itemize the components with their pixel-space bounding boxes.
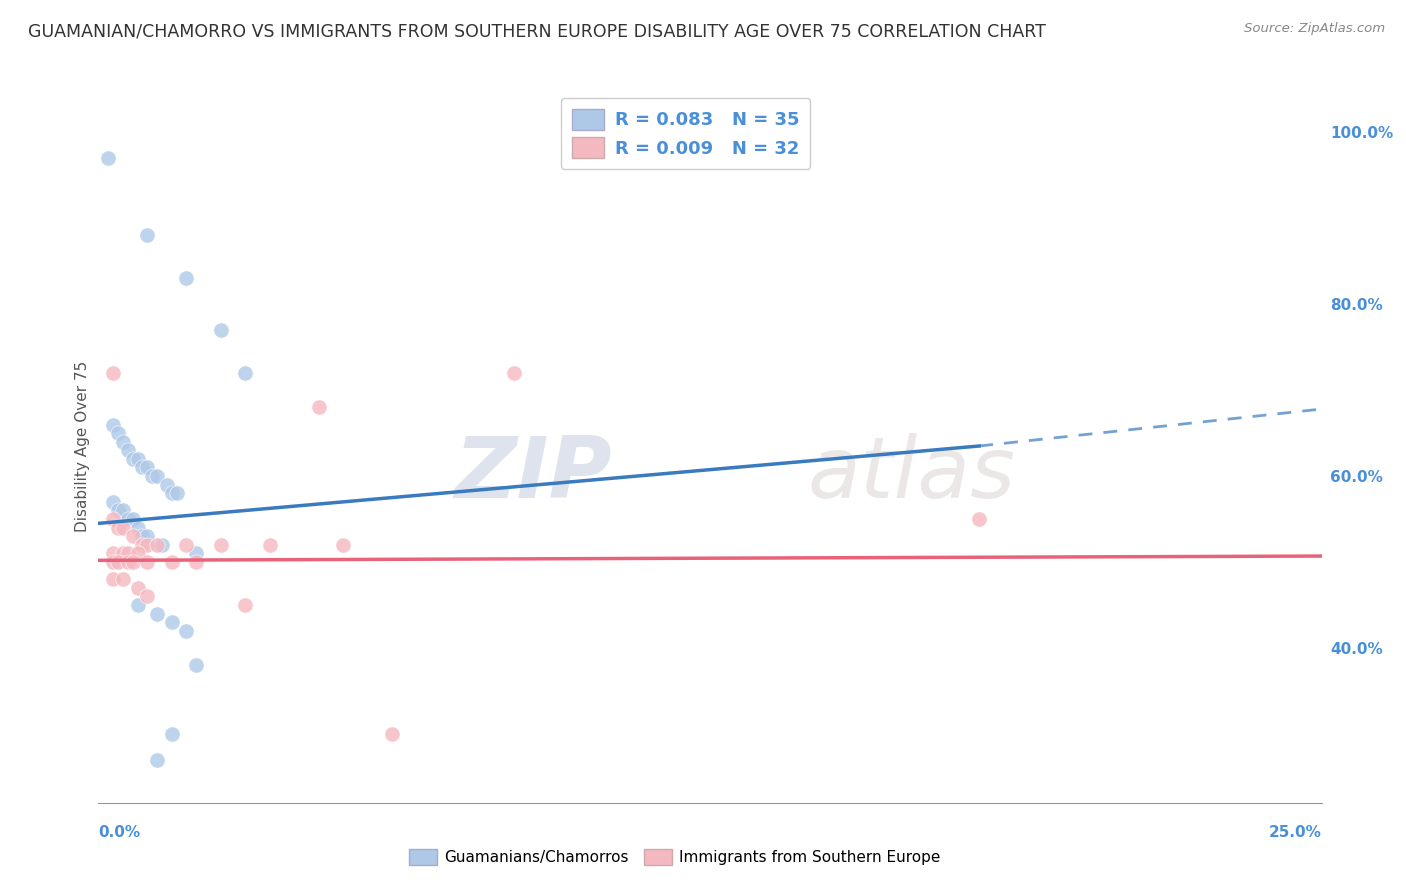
Point — [111, 434, 134, 449]
Point — [136, 590, 159, 604]
Point — [136, 460, 159, 475]
Point — [141, 469, 163, 483]
Point — [209, 538, 232, 552]
Legend: Guamanians/Chamorros, Immigrants from Southern Europe: Guamanians/Chamorros, Immigrants from So… — [404, 843, 946, 871]
Point — [101, 546, 124, 560]
Point — [146, 538, 169, 552]
Point — [209, 323, 232, 337]
Point — [107, 426, 129, 441]
Point — [111, 521, 134, 535]
Point — [136, 555, 159, 569]
Point — [131, 538, 153, 552]
Point — [97, 151, 120, 165]
Point — [127, 546, 149, 560]
Point — [186, 555, 208, 569]
Point — [150, 538, 173, 552]
Point — [503, 366, 526, 380]
Point — [186, 658, 208, 673]
Point — [233, 598, 256, 612]
Point — [160, 486, 183, 500]
Point — [233, 366, 256, 380]
Point — [146, 469, 169, 483]
Point — [131, 460, 153, 475]
Legend: R = 0.083   N = 35, R = 0.009   N = 32: R = 0.083 N = 35, R = 0.009 N = 32 — [561, 98, 810, 169]
Point — [101, 555, 124, 569]
Point — [101, 366, 124, 380]
Point — [111, 572, 134, 586]
Point — [111, 546, 134, 560]
Point — [121, 529, 143, 543]
Point — [127, 581, 149, 595]
Point — [166, 486, 188, 500]
Point — [259, 538, 281, 552]
Point — [967, 512, 990, 526]
Point — [176, 624, 198, 638]
Text: ZIP: ZIP — [454, 433, 612, 516]
Point — [101, 417, 124, 432]
Point — [136, 538, 159, 552]
Point — [332, 538, 354, 552]
Point — [117, 555, 139, 569]
Point — [160, 555, 183, 569]
Point — [107, 503, 129, 517]
Text: 25.0%: 25.0% — [1268, 825, 1322, 840]
Point — [160, 615, 183, 630]
Point — [176, 538, 198, 552]
Point — [308, 401, 330, 415]
Point — [101, 512, 124, 526]
Point — [136, 529, 159, 543]
Point — [146, 753, 169, 767]
Text: Source: ZipAtlas.com: Source: ZipAtlas.com — [1244, 22, 1385, 36]
Point — [101, 495, 124, 509]
Point — [111, 503, 134, 517]
Text: atlas: atlas — [808, 433, 1017, 516]
Point — [121, 512, 143, 526]
Point — [101, 572, 124, 586]
Point — [176, 271, 198, 285]
Point — [107, 521, 129, 535]
Point — [107, 555, 129, 569]
Point — [121, 555, 143, 569]
Y-axis label: Disability Age Over 75: Disability Age Over 75 — [75, 360, 90, 532]
Text: GUAMANIAN/CHAMORRO VS IMMIGRANTS FROM SOUTHERN EUROPE DISABILITY AGE OVER 75 COR: GUAMANIAN/CHAMORRO VS IMMIGRANTS FROM SO… — [28, 22, 1046, 40]
Point — [117, 512, 139, 526]
Point — [160, 727, 183, 741]
Point — [127, 451, 149, 466]
Text: 0.0%: 0.0% — [98, 825, 141, 840]
Point — [146, 607, 169, 621]
Point — [117, 546, 139, 560]
Point — [121, 451, 143, 466]
Point — [136, 228, 159, 243]
Point — [156, 477, 179, 491]
Point — [131, 529, 153, 543]
Point — [186, 546, 208, 560]
Point — [381, 727, 404, 741]
Point — [117, 443, 139, 458]
Point — [127, 521, 149, 535]
Point — [127, 598, 149, 612]
